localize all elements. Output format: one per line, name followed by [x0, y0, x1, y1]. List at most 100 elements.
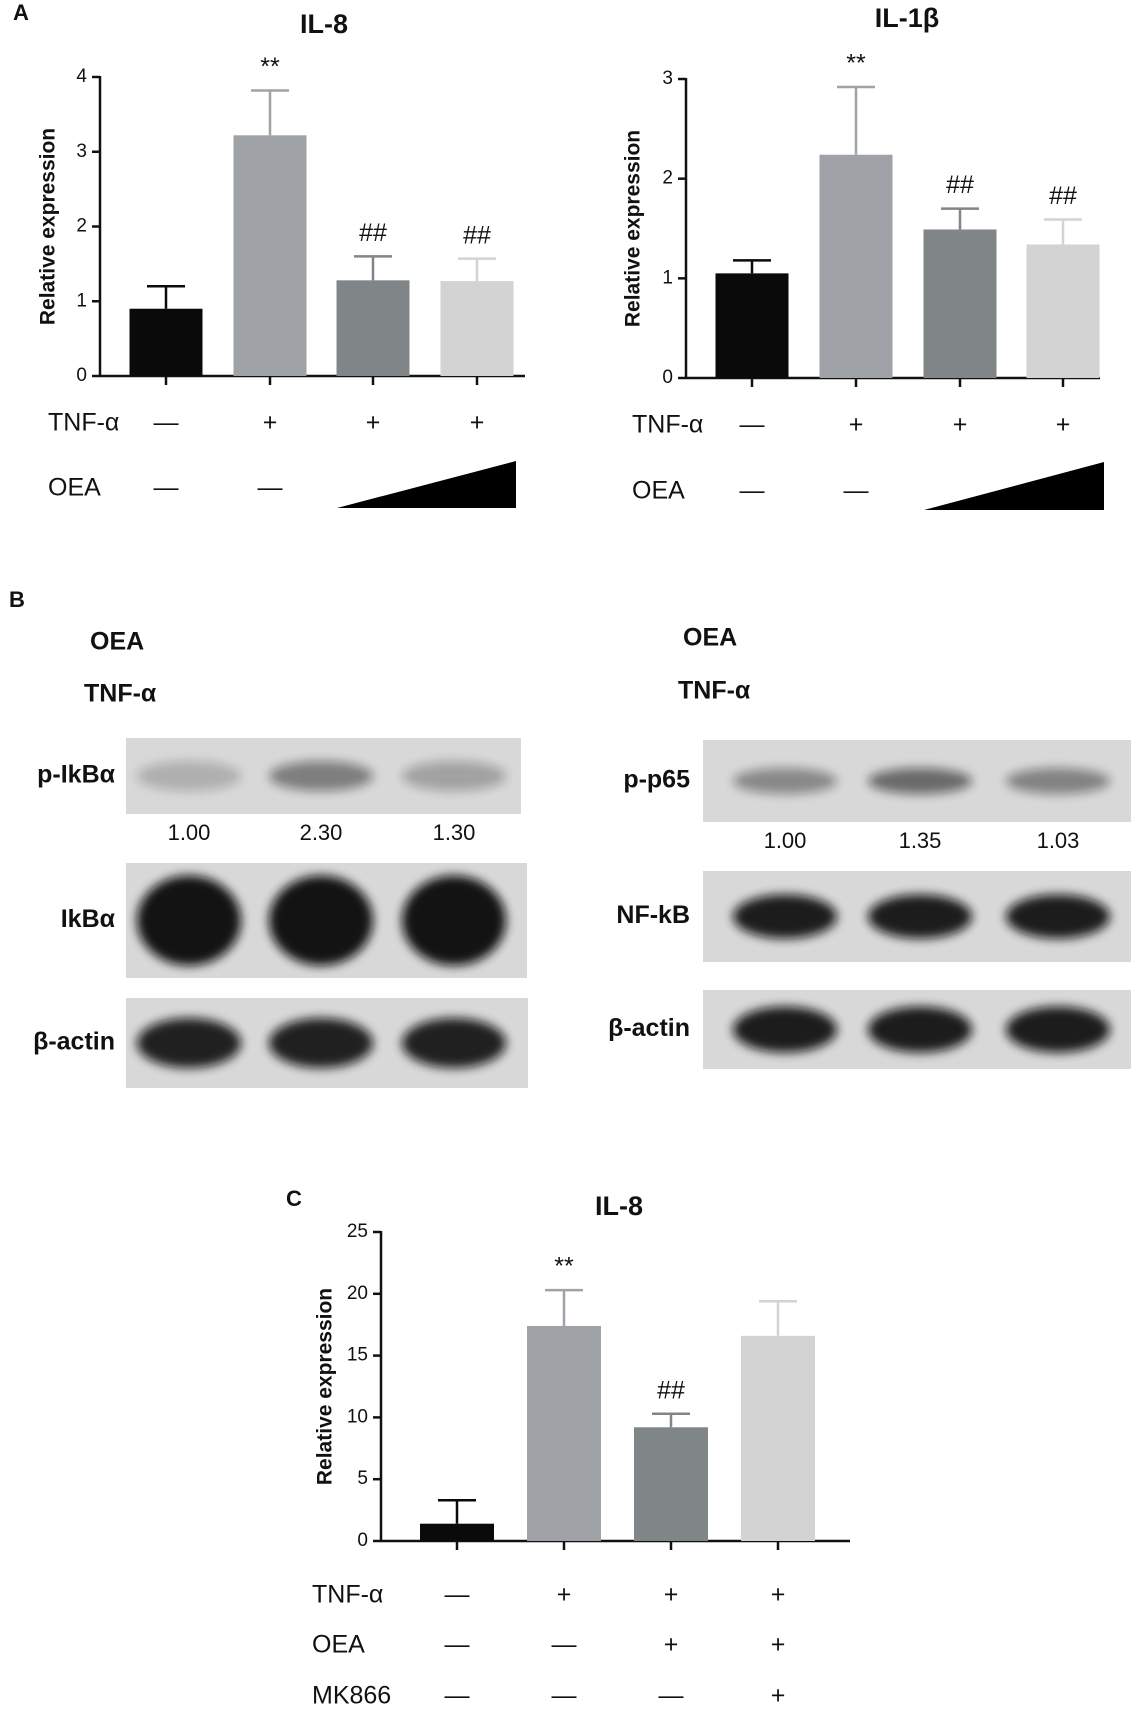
- blot-label: β-actin: [608, 1014, 690, 1042]
- y-tick-label: 0: [662, 367, 673, 388]
- bar: [715, 273, 789, 378]
- condition-value: —: [445, 1581, 470, 1609]
- blot-label: NF-kB: [616, 901, 690, 929]
- condition-label: MK866: [312, 1682, 391, 1710]
- y-tick-label: 20: [347, 1283, 368, 1304]
- condition-value: +: [366, 409, 381, 437]
- blot-band: [137, 875, 241, 966]
- condition-value: +: [263, 409, 278, 437]
- y-axis-label: Relative expression: [622, 130, 645, 327]
- bar: [527, 1325, 601, 1541]
- blot-label: p-IkBα: [37, 761, 116, 789]
- blot-band: [1006, 894, 1110, 939]
- chart-title: IL-8: [300, 9, 348, 39]
- chart-title: IL-8: [595, 1191, 643, 1221]
- blot-band: [269, 1018, 373, 1068]
- panel-letter: A: [13, 0, 29, 25]
- condition-value: —: [154, 409, 179, 437]
- condition-value: +: [953, 411, 968, 439]
- y-axis-label: Relative expression: [37, 128, 60, 325]
- condition-value: —: [154, 474, 179, 502]
- bar: [634, 1427, 708, 1541]
- bar: [1026, 244, 1100, 378]
- condition-value: +: [771, 1682, 786, 1710]
- condition-value: —: [844, 477, 869, 505]
- condition-label: OEA: [48, 474, 101, 502]
- dose-ramp: [337, 461, 516, 508]
- blot-header: TNF-α: [84, 680, 157, 708]
- panel-letter: C: [286, 1186, 302, 1211]
- significance-label: ##: [359, 219, 387, 247]
- bar: [923, 229, 997, 378]
- bar: [129, 308, 203, 376]
- y-tick-label: 0: [76, 365, 87, 386]
- quantification: 1.30: [433, 820, 476, 845]
- condition-value: +: [1056, 411, 1071, 439]
- significance-label: **: [260, 53, 280, 81]
- significance-label: ##: [463, 221, 491, 249]
- panel-letter: B: [9, 587, 25, 612]
- dose-ramp: [924, 462, 1104, 510]
- significance-label: **: [554, 1253, 574, 1281]
- quantification: 2.30: [300, 820, 343, 845]
- blot-band: [269, 875, 373, 966]
- y-tick-label: 5: [357, 1468, 368, 1489]
- condition-label: TNF-α: [632, 411, 703, 439]
- blot-band: [137, 761, 241, 791]
- condition-value: —: [552, 1631, 577, 1659]
- condition-value: +: [771, 1581, 786, 1609]
- condition-value: —: [445, 1631, 470, 1659]
- condition-value: +: [664, 1631, 679, 1659]
- blot-band: [868, 768, 972, 794]
- blot-header: OEA: [683, 624, 737, 652]
- blot-label: p-p65: [623, 766, 690, 794]
- y-tick-label: 1: [662, 267, 673, 288]
- y-tick-label: 3: [76, 141, 87, 162]
- bar: [819, 154, 893, 378]
- blot-band: [868, 894, 972, 939]
- significance-label: **: [846, 50, 866, 78]
- quantification: 1.35: [899, 828, 942, 853]
- blot-band: [1006, 1006, 1110, 1053]
- blot-band: [868, 1006, 972, 1053]
- quantification: 1.00: [168, 820, 211, 845]
- significance-label: ##: [1049, 182, 1077, 210]
- blot-band: [402, 1018, 506, 1068]
- y-tick-label: 4: [76, 66, 87, 87]
- chart-title: IL-1β: [875, 3, 939, 33]
- blot-band: [733, 894, 837, 939]
- blot-band: [269, 761, 373, 791]
- quantification: 1.03: [1037, 828, 1080, 853]
- bar: [440, 281, 514, 376]
- bar: [741, 1335, 815, 1541]
- bar: [336, 280, 410, 376]
- condition-value: —: [740, 411, 765, 439]
- condition-value: —: [258, 474, 283, 502]
- y-tick-label: 25: [347, 1221, 368, 1242]
- condition-label: OEA: [632, 477, 685, 505]
- blot-label: β-actin: [33, 1028, 115, 1056]
- quantification: 1.00: [764, 828, 807, 853]
- blot-header: TNF-α: [678, 677, 751, 705]
- significance-label: ##: [946, 171, 974, 199]
- y-tick-label: 15: [347, 1345, 368, 1366]
- condition-value: —: [552, 1682, 577, 1710]
- condition-value: +: [557, 1581, 572, 1609]
- y-tick-label: 3: [662, 68, 673, 89]
- blot-band: [402, 761, 506, 791]
- significance-label: ##: [657, 1376, 685, 1404]
- blot-band: [137, 1018, 241, 1068]
- condition-value: +: [470, 409, 485, 437]
- y-tick-label: 10: [347, 1406, 368, 1427]
- condition-label: OEA: [312, 1631, 365, 1659]
- condition-label: TNF-α: [48, 409, 119, 437]
- condition-value: +: [771, 1631, 786, 1659]
- condition-value: —: [740, 477, 765, 505]
- y-tick-label: 0: [357, 1530, 368, 1551]
- bar: [233, 135, 307, 376]
- bar: [420, 1523, 494, 1541]
- blot-label: IkBα: [61, 905, 116, 933]
- y-tick-label: 2: [76, 216, 87, 237]
- condition-value: +: [664, 1581, 679, 1609]
